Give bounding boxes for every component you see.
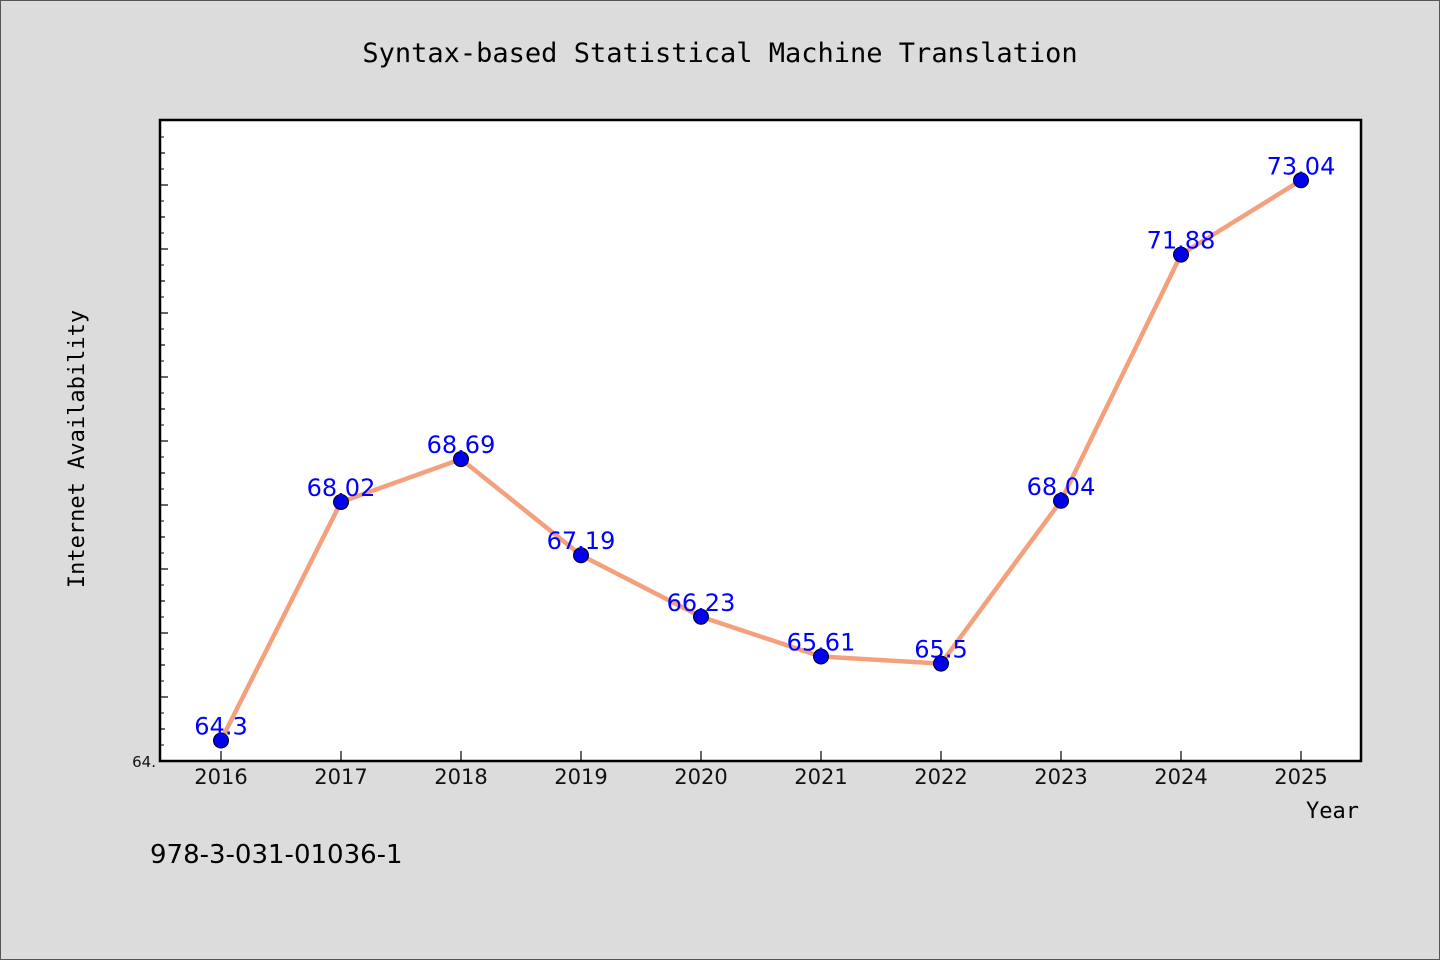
data-label: 73.04 <box>1267 152 1336 180</box>
data-point <box>693 608 709 625</box>
y-axis-label: Internet Availability <box>65 310 90 588</box>
series-layer: 64.3 68.02 68.69 67.19 66.23 65.61 65.5 68.04 71… <box>194 152 1336 749</box>
data-label: 68.04 <box>1027 473 1096 501</box>
data-point <box>1173 246 1189 263</box>
isbn-text: 978-3-031-01036-1 <box>150 840 403 870</box>
data-point <box>453 451 469 468</box>
data-point <box>573 547 589 564</box>
data-point <box>333 494 349 511</box>
data-label: 65.5 <box>914 636 967 664</box>
data-label: 68.69 <box>427 431 496 459</box>
data-point <box>1293 172 1309 189</box>
data-label: 65.61 <box>787 629 856 657</box>
x-tick-label: 2024 <box>1154 765 1207 789</box>
x-tick-label: 2018 <box>434 765 487 789</box>
y-axis-ticks: 64. <box>132 136 168 771</box>
x-tick-label: 2019 <box>554 765 607 789</box>
x-axis-ticks: 2016 2017 2018 2019 2020 2021 2022 2023 2024 2025 <box>194 751 1328 789</box>
data-point <box>213 732 229 749</box>
x-tick-label: 2025 <box>1274 765 1327 789</box>
series-line <box>218 178 1304 743</box>
x-tick-label: 2016 <box>194 765 247 789</box>
y-tick-label: 64. <box>132 753 156 771</box>
x-tick-label: 2021 <box>794 765 847 789</box>
data-label: 64.3 <box>194 712 247 740</box>
x-axis-label: Year <box>1306 799 1359 824</box>
data-point <box>1053 492 1069 509</box>
data-label: 67.19 <box>547 527 616 555</box>
plot-area <box>158 118 1363 763</box>
chart-title: Syntax-based Statistical Machine Transla… <box>362 38 1077 69</box>
data-label: 71.88 <box>1147 227 1216 255</box>
data-point <box>813 648 829 665</box>
x-tick-label: 2022 <box>914 765 967 789</box>
data-label: 68.02 <box>307 474 376 502</box>
x-tick-label: 2020 <box>674 765 727 789</box>
x-tick-label: 2017 <box>314 765 367 789</box>
data-point <box>933 655 949 672</box>
data-label: 66.23 <box>667 589 736 617</box>
x-tick-label: 2023 <box>1034 765 1087 789</box>
